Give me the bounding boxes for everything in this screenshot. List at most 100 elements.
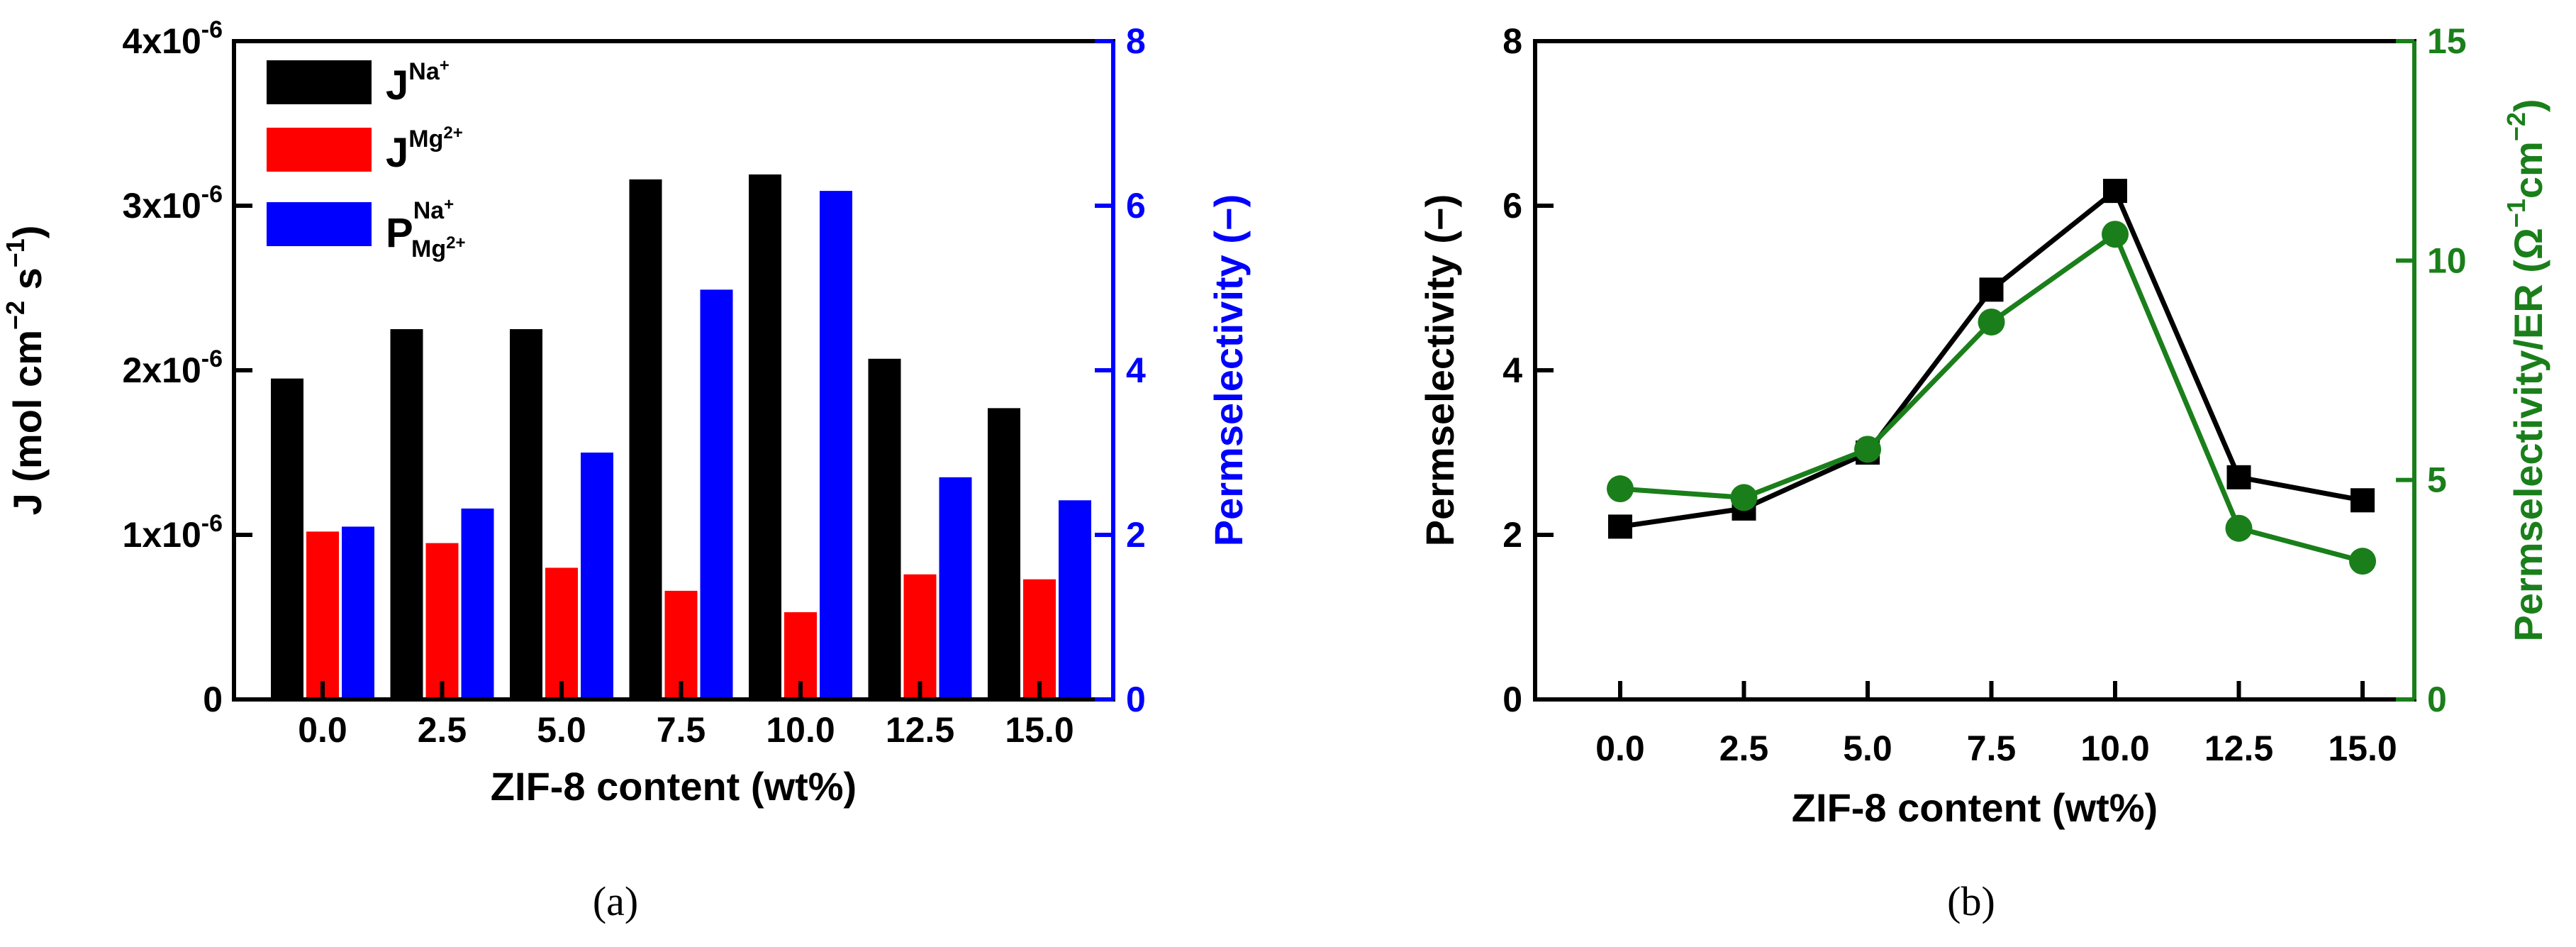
- legend-sup: Na: [408, 58, 440, 85]
- y-tick-label-right: 6: [1126, 186, 1146, 226]
- y-tick-label-right: 0: [2427, 680, 2447, 719]
- panel-b: 0.0 2.5 5.0 7.5 10.0 12.5 15.0 0 2 4 6 8 0 5 10 15 Perm…: [1417, 21, 2550, 924]
- y-tick-label-left: 2: [1502, 515, 1522, 555]
- x-tick-label: 2.5: [1719, 729, 1769, 768]
- bar-p-na-mg2-: [939, 477, 972, 699]
- tick-mantissa: 1x10: [123, 515, 201, 555]
- point-circle: [1730, 484, 1758, 511]
- x-tick-label: 12.5: [2204, 729, 2273, 768]
- legend-sup2: +: [444, 195, 454, 214]
- panel-b-left-ylabel: Permselectivity (−): [1417, 194, 1462, 546]
- panel-a: 0.0 2.5 5.0 7.5 10.0 12.5 15.001x10-62x10-63x1…: [1, 16, 1251, 924]
- ylabel-part: ): [5, 226, 50, 239]
- bar-j-mg2-: [545, 567, 578, 699]
- tick-exponent: -6: [201, 345, 223, 372]
- point-square: [2103, 179, 2127, 204]
- y-tick-label-right: 10: [2427, 240, 2467, 280]
- x-tick-label: 15.0: [2328, 729, 2397, 768]
- legend-label-perm: PNa+: [386, 195, 454, 256]
- x-tick-label: 7.5: [1967, 729, 2017, 768]
- bar-j-mg2-: [1023, 579, 1056, 699]
- bar-p-na-mg2-: [342, 526, 374, 699]
- bar-j-na-: [629, 179, 662, 699]
- point-square: [1608, 514, 1632, 539]
- panel-b-xlabel: ZIF-8 content (wt%): [1792, 785, 2158, 830]
- y-tick-label-left: 4x10-6: [123, 16, 223, 61]
- x-tick-label: 12.5: [886, 710, 954, 750]
- x-tick-label: 15.0: [1005, 710, 1074, 750]
- bar-j-na-: [271, 378, 303, 699]
- legend-label-na: JNa+: [386, 56, 450, 109]
- point-square: [2226, 465, 2251, 489]
- y-tick-label-left: 3x10-6: [123, 181, 223, 226]
- y-tick-label-right: 4: [1126, 350, 1146, 390]
- legend-label-mg: JMg2+: [386, 123, 463, 176]
- y-tick-label-left: 0: [203, 680, 223, 719]
- ylabel-part: Permselectivity/ER (Ω: [2506, 228, 2550, 641]
- y-tick-label-right: 5: [2427, 460, 2447, 500]
- y-tick-label-right: 0: [1126, 680, 1146, 719]
- ylabel-exp: −2: [2502, 112, 2531, 141]
- ylabel-exp: −1: [1, 238, 30, 267]
- y-tick-label-left: 4: [1502, 350, 1522, 390]
- bar-j-mg2-: [425, 543, 459, 699]
- ylabel-part: cm: [2506, 141, 2550, 199]
- point-circle: [1607, 475, 1634, 503]
- x-tick-label: 10.0: [2080, 729, 2149, 768]
- legend-sup2: +: [440, 56, 450, 75]
- bar-p-na-mg2-: [1059, 500, 1091, 699]
- x-tick-label: 10.0: [766, 710, 835, 750]
- legend-sup: Na: [413, 197, 445, 224]
- legend-main: P: [386, 210, 413, 256]
- legend-sub: Mg: [411, 236, 446, 262]
- bar-j-na-: [749, 174, 781, 700]
- y-tick-label-left: 8: [1502, 21, 1522, 61]
- tick-mantissa: 2x10: [123, 350, 201, 390]
- tick-mantissa: 3x10: [123, 186, 201, 226]
- ylabel-exp: −2: [1, 301, 30, 330]
- legend-sup: Mg: [408, 126, 443, 153]
- bar-j-mg2-: [306, 531, 339, 699]
- legend-swatch-na: [267, 60, 372, 104]
- point-circle: [1854, 436, 1881, 463]
- y-tick-label-right: 2: [1126, 515, 1146, 555]
- tick-exponent: -6: [201, 510, 223, 537]
- panel-a-left-ylabel: J (mol cm−2 s−1): [1, 226, 50, 516]
- panel-a-legend: JNa+ JMg2+ PNa+ Mg2+: [267, 56, 465, 262]
- y-tick-label-left: 1x10-6: [123, 510, 223, 555]
- legend-swatch-perm: [267, 202, 372, 246]
- y-tick-label-right: 8: [1126, 21, 1146, 61]
- panel-a-right-ylabel: Permselectivity (−): [1206, 194, 1251, 546]
- point-circle: [2349, 548, 2376, 575]
- panel-b-series: [1607, 179, 2376, 575]
- tick-exponent: -6: [201, 181, 223, 208]
- bar-p-na-mg2-: [461, 508, 494, 699]
- panel-a-bars: [271, 174, 1091, 700]
- panel-b-ticks: 0.0 2.5 5.0 7.5 10.0 12.5 15.0 0 2 4 6 8 0 5 10 15: [1502, 21, 2466, 768]
- x-tick-label: 5.0: [1843, 729, 1892, 768]
- ylabel-part: ): [2506, 99, 2550, 112]
- x-tick-label: 0.0: [298, 710, 347, 750]
- caption-text: (a): [593, 878, 638, 924]
- panel-a-caption: (a): [593, 878, 638, 924]
- panel-a-xlabel: ZIF-8 content (wt%): [491, 764, 857, 809]
- point-circle: [2225, 514, 2253, 542]
- panel-b-caption: (b): [1947, 878, 1995, 924]
- point-square: [1979, 277, 2004, 302]
- bar-j-mg2-: [903, 574, 937, 699]
- bar-j-na-: [868, 358, 901, 699]
- panel-b-right-ylabel: Permselectivity/ER (Ω−1cm−2): [2502, 99, 2550, 641]
- bar-j-na-: [510, 329, 542, 699]
- y-tick-label-left: 2x10-6: [123, 345, 223, 390]
- ylabel-exp: −1: [2502, 199, 2531, 228]
- ylabel-part: s: [5, 267, 50, 301]
- bar-p-na-mg2-: [820, 191, 852, 699]
- bar-p-na-mg2-: [581, 453, 613, 699]
- bar-j-na-: [390, 329, 423, 699]
- x-tick-label: 0.0: [1595, 729, 1645, 768]
- legend-swatch-mg: [267, 128, 372, 172]
- series-line-permselectivity: [1619, 188, 2363, 529]
- point-square: [2351, 488, 2375, 513]
- x-tick-label: 2.5: [418, 710, 467, 750]
